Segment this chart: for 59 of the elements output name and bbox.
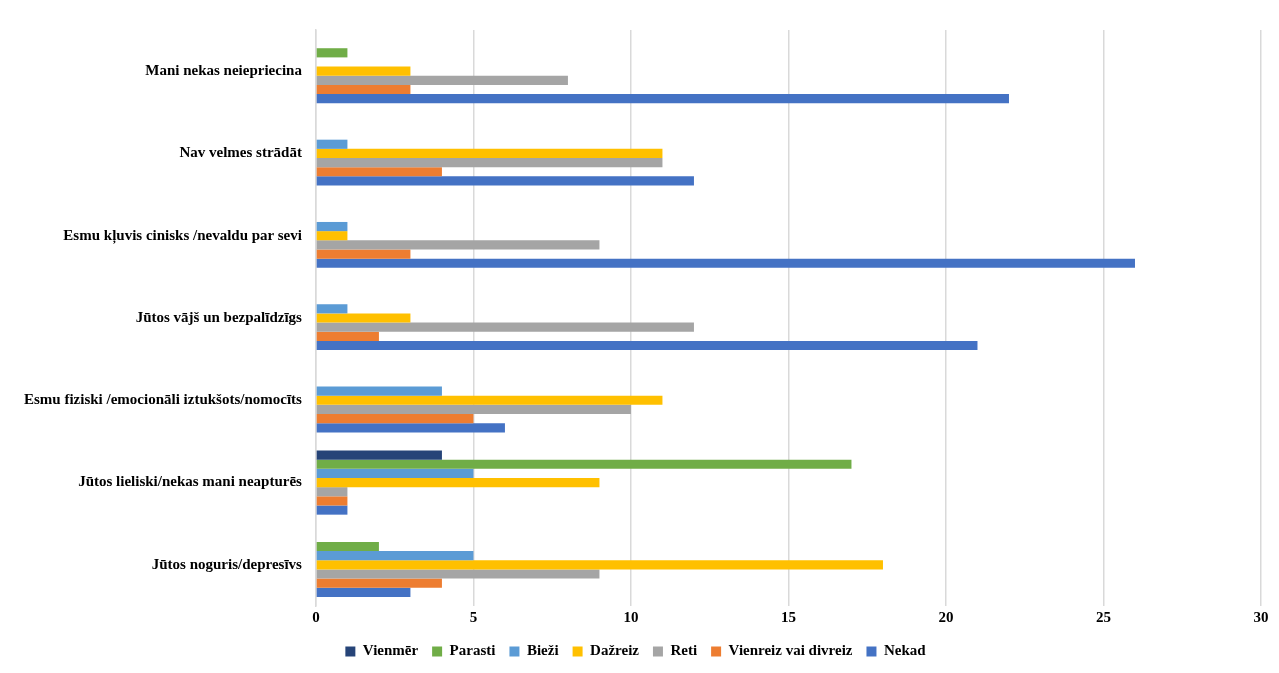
bar (316, 331, 379, 341)
legend-label: Bieži (526, 642, 559, 659)
legend-label: Nekad (883, 642, 927, 659)
bar (316, 48, 348, 58)
bar (316, 167, 442, 177)
bar (316, 94, 1009, 104)
bar (316, 249, 411, 259)
bar (316, 505, 348, 515)
bar (316, 386, 442, 396)
bar (316, 139, 348, 149)
bar (316, 468, 474, 478)
bar (316, 66, 411, 76)
bar (316, 176, 694, 186)
x-tick-label: 20 (938, 608, 954, 625)
bar (316, 477, 600, 488)
bar (316, 496, 348, 506)
bar (316, 459, 852, 469)
y-tick-label: Jūtos lieliski/nekas mani neapturēs (78, 473, 303, 490)
bar (316, 231, 348, 241)
x-tick-label: 15 (780, 608, 796, 625)
bar (316, 258, 1135, 268)
x-tick-label: 10 (623, 608, 639, 625)
bar (316, 560, 883, 570)
bar (316, 221, 348, 232)
bar (316, 84, 411, 95)
bar (316, 340, 978, 351)
bar (316, 75, 568, 85)
x-tick-label: 25 (1095, 608, 1111, 625)
y-tick-label: Nav velmes strādāt (179, 144, 302, 161)
y-tick-label: Jūtos vājš un bezpalīdzīgs (135, 308, 303, 325)
x-tick-label: 30 (1253, 608, 1269, 625)
bar (316, 569, 600, 579)
bar (316, 322, 694, 332)
bar (316, 587, 411, 597)
y-tick-label: Esmu kļuvis cinisks /nevaldu par sevi (63, 226, 302, 244)
y-tick-label: Mani nekas neiepriecina (145, 62, 303, 79)
y-tick-label: Esmu fiziski /emocionāli iztukšots/nomocīts (23, 391, 303, 408)
bar (316, 313, 411, 323)
bar (316, 578, 442, 588)
legend-label: Dažreiz (590, 642, 640, 659)
bar (316, 541, 379, 552)
bar (316, 404, 631, 415)
legend-label: Parasti (449, 642, 496, 659)
bar (316, 395, 663, 405)
legend-label: Vienreiz vai divreiz (728, 642, 853, 659)
bar (316, 158, 663, 168)
legend-label: Vienmēr (362, 642, 419, 659)
bar (316, 148, 663, 159)
bar (316, 240, 600, 250)
legend-label: Reti (670, 642, 698, 659)
bar (316, 551, 474, 561)
bar (316, 450, 442, 460)
x-tick-label: 5 (469, 608, 478, 625)
bar (316, 304, 348, 314)
x-tick-label: 0 (312, 608, 320, 625)
bar (316, 487, 348, 497)
y-tick-label: Jūtos noguris/depresīvs (151, 555, 303, 572)
bar (316, 423, 505, 433)
bar (316, 414, 474, 424)
